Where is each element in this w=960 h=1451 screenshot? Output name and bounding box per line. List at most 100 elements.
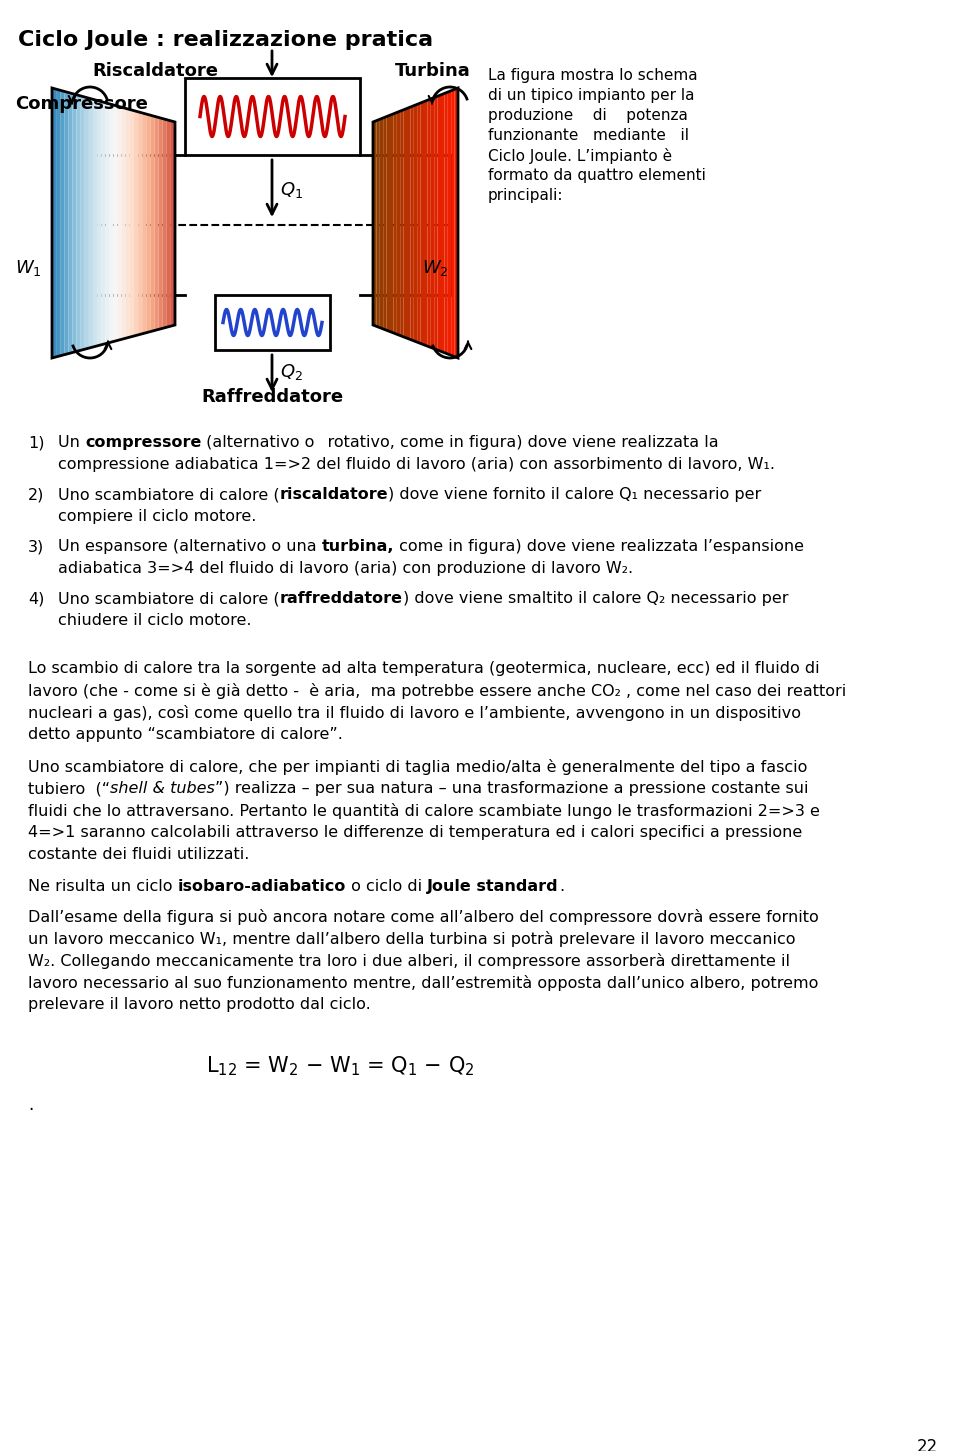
Polygon shape bbox=[403, 109, 407, 338]
Polygon shape bbox=[447, 91, 451, 355]
Text: ) dove viene fornito il calore Q₁ necessario per: ) dove viene fornito il calore Q₁ necess… bbox=[388, 488, 761, 502]
Text: 2): 2) bbox=[28, 488, 44, 502]
Text: tubiero  (“: tubiero (“ bbox=[28, 781, 110, 797]
Text: $Q_2$: $Q_2$ bbox=[280, 363, 303, 383]
Polygon shape bbox=[396, 112, 400, 335]
Text: funzionante   mediante   il: funzionante mediante il bbox=[488, 128, 689, 144]
Text: L$_{12}$ = W$_2$ − W$_1$ = Q$_1$ − Q$_2$: L$_{12}$ = W$_2$ − W$_1$ = Q$_1$ − Q$_2$ bbox=[205, 1053, 474, 1078]
Text: produzione    di    potenza: produzione di potenza bbox=[488, 107, 688, 123]
Polygon shape bbox=[130, 109, 134, 337]
Text: un lavoro meccanico W₁, mentre dall’albero della turbina si potrà prelevare il l: un lavoro meccanico W₁, mentre dall’albe… bbox=[28, 932, 796, 948]
Polygon shape bbox=[81, 96, 84, 350]
Text: 3): 3) bbox=[28, 538, 44, 554]
Polygon shape bbox=[373, 120, 376, 326]
Polygon shape bbox=[158, 118, 162, 329]
Polygon shape bbox=[146, 115, 151, 332]
Polygon shape bbox=[455, 89, 458, 358]
Polygon shape bbox=[68, 93, 73, 354]
Polygon shape bbox=[434, 96, 438, 350]
Text: .: . bbox=[28, 1096, 34, 1114]
Polygon shape bbox=[390, 113, 394, 332]
Polygon shape bbox=[151, 115, 155, 332]
Text: nucleari a gas), così come quello tra il fluido di lavoro e l’ambiente, avvengon: nucleari a gas), così come quello tra il… bbox=[28, 705, 801, 721]
Polygon shape bbox=[97, 100, 101, 345]
Polygon shape bbox=[411, 106, 414, 341]
Text: Compressore: Compressore bbox=[15, 94, 148, 113]
Text: raffreddatore: raffreddatore bbox=[279, 591, 402, 607]
Text: Dall’esame della figura si può ancora notare come all’albero del compressore dov: Dall’esame della figura si può ancora no… bbox=[28, 908, 819, 924]
Text: di un tipico impianto per la: di un tipico impianto per la bbox=[488, 89, 694, 103]
Text: Un: Un bbox=[58, 435, 85, 450]
Text: 1): 1) bbox=[28, 435, 44, 450]
Bar bbox=[185, 78, 360, 155]
Polygon shape bbox=[414, 104, 418, 342]
Text: chiudere il ciclo motore.: chiudere il ciclo motore. bbox=[58, 612, 252, 628]
Polygon shape bbox=[138, 112, 142, 335]
Polygon shape bbox=[64, 91, 68, 354]
Text: 4=>1 saranno calcolabili attraverso le differenze di temperatura ed i calori spe: 4=>1 saranno calcolabili attraverso le d… bbox=[28, 826, 803, 840]
Text: lavoro (che - come si è già detto -  è aria,  ma potrebbe essere anche CO₂ , com: lavoro (che - come si è già detto - è ar… bbox=[28, 683, 847, 699]
Text: Un espansore (alternativo o una: Un espansore (alternativo o una bbox=[58, 538, 322, 554]
Text: costante dei fluidi utilizzati.: costante dei fluidi utilizzati. bbox=[28, 847, 250, 862]
Text: $W_2$: $W_2$ bbox=[422, 258, 448, 279]
Text: .: . bbox=[559, 879, 564, 894]
Polygon shape bbox=[376, 119, 380, 328]
Polygon shape bbox=[444, 91, 447, 354]
Text: prelevare il lavoro netto prodotto dal ciclo.: prelevare il lavoro netto prodotto dal c… bbox=[28, 997, 371, 1011]
Polygon shape bbox=[431, 97, 434, 348]
Text: detto appunto “scambiatore di calore”.: detto appunto “scambiatore di calore”. bbox=[28, 727, 343, 741]
Text: Uno scambiatore di calore, che per impianti di taglia medio/alta è generalmente : Uno scambiatore di calore, che per impia… bbox=[28, 759, 807, 775]
Text: Raffreddatore: Raffreddatore bbox=[201, 387, 343, 406]
Polygon shape bbox=[394, 113, 396, 334]
Text: Turbina: Turbina bbox=[395, 62, 470, 80]
Text: riscaldatore: riscaldatore bbox=[279, 488, 388, 502]
Text: adiabatica 3=>4 del fluido di lavoro (aria) con produzione di lavoro W₂.: adiabatica 3=>4 del fluido di lavoro (ar… bbox=[58, 562, 634, 576]
Text: $Q_1$: $Q_1$ bbox=[280, 180, 303, 200]
Text: principali:: principali: bbox=[488, 189, 564, 203]
Text: isobaro-adiabatico: isobaro-adiabatico bbox=[178, 879, 346, 894]
Polygon shape bbox=[60, 90, 64, 355]
Text: compressore: compressore bbox=[85, 435, 202, 450]
Polygon shape bbox=[167, 120, 171, 326]
Polygon shape bbox=[109, 104, 113, 342]
Polygon shape bbox=[142, 113, 146, 334]
Polygon shape bbox=[424, 100, 427, 347]
Text: formato da quattro elementi: formato da quattro elementi bbox=[488, 168, 706, 183]
Polygon shape bbox=[117, 106, 122, 341]
Polygon shape bbox=[113, 104, 117, 341]
Text: La figura mostra lo schema: La figura mostra lo schema bbox=[488, 68, 698, 83]
Text: fluidi che lo attraversano. Pertanto le quantità di calore scambiate lungo le tr: fluidi che lo attraversano. Pertanto le … bbox=[28, 802, 820, 818]
Polygon shape bbox=[418, 103, 420, 344]
Text: Ciclo Joule. L’impianto è: Ciclo Joule. L’impianto è bbox=[488, 148, 672, 164]
Text: Lo scambio di calore tra la sorgente ad alta temperatura (geotermica, nucleare, : Lo scambio di calore tra la sorgente ad … bbox=[28, 662, 820, 676]
Polygon shape bbox=[77, 94, 81, 351]
Text: lavoro necessario al suo funzionamento mentre, dall’estremità opposta dall’unico: lavoro necessario al suo funzionamento m… bbox=[28, 975, 818, 991]
Polygon shape bbox=[126, 109, 130, 338]
Text: Joule standard: Joule standard bbox=[427, 879, 559, 894]
Polygon shape bbox=[441, 93, 444, 353]
Polygon shape bbox=[52, 89, 56, 358]
Polygon shape bbox=[155, 116, 158, 331]
Text: 4): 4) bbox=[28, 591, 44, 607]
Text: (alternativo o  rotativo, come in figura) dove viene realizzata la: (alternativo o rotativo, come in figura)… bbox=[202, 435, 719, 450]
Text: compressione adiabatica 1=>2 del fluido di lavoro (aria) con assorbimento di lav: compressione adiabatica 1=>2 del fluido … bbox=[58, 457, 775, 472]
Text: 22: 22 bbox=[917, 1438, 938, 1451]
Text: Uno scambiatore di calore (: Uno scambiatore di calore ( bbox=[58, 591, 279, 607]
Polygon shape bbox=[101, 102, 106, 345]
Polygon shape bbox=[122, 107, 126, 340]
Polygon shape bbox=[56, 89, 60, 357]
Polygon shape bbox=[89, 99, 93, 348]
Polygon shape bbox=[400, 110, 403, 337]
Polygon shape bbox=[162, 119, 167, 328]
Text: ”) realizza – per sua natura – una trasformazione a pressione costante sui: ”) realizza – per sua natura – una trasf… bbox=[215, 781, 808, 797]
Polygon shape bbox=[106, 103, 109, 344]
Text: o ciclo di: o ciclo di bbox=[346, 879, 427, 894]
Polygon shape bbox=[73, 94, 77, 353]
Text: turbina,: turbina, bbox=[322, 538, 395, 554]
Polygon shape bbox=[427, 99, 431, 347]
Polygon shape bbox=[84, 97, 89, 350]
Text: compiere il ciclo motore.: compiere il ciclo motore. bbox=[58, 509, 256, 524]
Text: $W_1$: $W_1$ bbox=[15, 258, 41, 279]
Polygon shape bbox=[387, 115, 390, 332]
Text: W₂. Collegando meccanicamente tra loro i due alberi, il compressore assorberà di: W₂. Collegando meccanicamente tra loro i… bbox=[28, 953, 790, 969]
